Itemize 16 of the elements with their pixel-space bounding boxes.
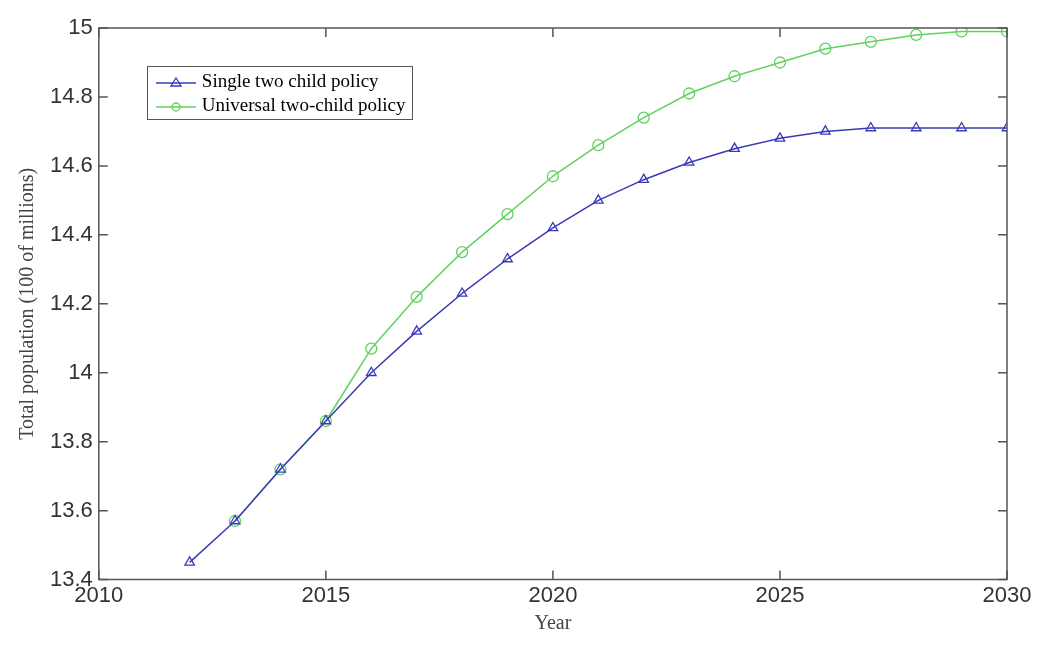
y-tick-label: 14.4 — [49, 220, 93, 246]
y-tick-label: 14.2 — [49, 289, 93, 315]
x-tick-label: 2015 — [301, 581, 351, 607]
legend-label: Universal two-child policy — [201, 94, 406, 115]
y-tick-label: 14 — [68, 358, 93, 384]
legend-label: Single two child policy — [201, 70, 379, 91]
x-tick-label: 2020 — [528, 581, 578, 607]
y-tick-label: 15 — [68, 14, 93, 40]
y-tick-label: 14.6 — [49, 151, 93, 177]
x-tick-label: 2030 — [982, 581, 1032, 607]
y-tick-label: 13.6 — [49, 496, 93, 522]
x-axis-title: Year — [534, 611, 572, 634]
y-tick-label: 13.8 — [49, 427, 93, 453]
x-tick-label: 2025 — [755, 581, 805, 607]
y-axis-title: Total population (100 of millions) — [15, 167, 39, 440]
y-tick-label: 14.8 — [49, 83, 93, 109]
